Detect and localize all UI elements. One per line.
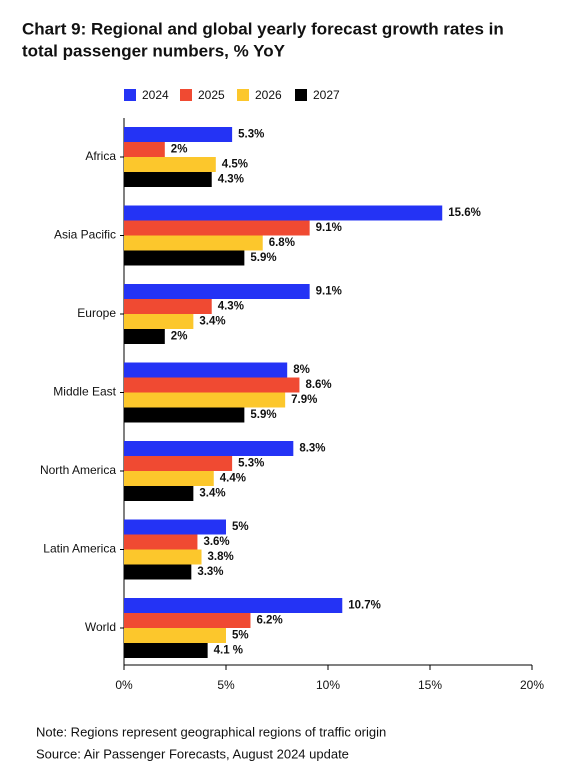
chart-title-line-2: total passenger numbers, % YoY: [22, 41, 286, 60]
bar: [124, 456, 233, 471]
value-label: 5.3%: [238, 129, 264, 141]
y-tick-label: Latin America: [43, 542, 116, 556]
x-tick-label: 0%: [115, 678, 133, 692]
legend-swatch: [180, 89, 192, 101]
bar: [124, 628, 226, 643]
legend-label: 2027: [313, 88, 340, 102]
value-label: 4.3%: [218, 174, 244, 186]
y-tick-label: Europe: [77, 306, 116, 320]
legend-swatch: [237, 89, 249, 101]
chart-title-line-1: Chart 9: Regional and global yearly fore…: [22, 19, 504, 38]
legend-swatch: [124, 89, 136, 101]
bar: [124, 643, 208, 658]
x-tick-label: 10%: [316, 678, 340, 692]
bar: [124, 534, 198, 550]
value-label: 15.6%: [448, 207, 481, 219]
value-label: 6.8%: [269, 237, 295, 249]
bar: [124, 471, 214, 486]
value-label: 5.9%: [250, 252, 276, 264]
value-label: 3.4%: [199, 316, 225, 328]
y-tick-label: Asia Pacific: [54, 228, 116, 242]
y-tick-label: Africa: [85, 149, 116, 163]
legend-label: 2026: [255, 88, 282, 102]
value-label: 2%: [171, 144, 188, 156]
value-label: 3.6%: [203, 536, 229, 548]
source: Source: Air Passenger Forecasts, August …: [36, 746, 349, 761]
bar: [124, 235, 263, 251]
y-tick-label: North America: [40, 463, 116, 477]
bar: [124, 142, 165, 157]
bar: [124, 598, 343, 613]
legend-label: 2025: [198, 88, 225, 102]
bar: [124, 407, 245, 423]
value-label: 5.9%: [250, 409, 276, 421]
bar: [124, 220, 310, 236]
bar: [124, 205, 443, 221]
y-tick-label: World: [85, 620, 116, 634]
legend-label: 2024: [142, 88, 169, 102]
bar: [124, 172, 212, 187]
bar: [124, 564, 192, 580]
bar: [124, 519, 226, 535]
legend-swatch: [295, 89, 307, 101]
bar: [124, 441, 294, 456]
value-label: 4.4%: [220, 473, 246, 485]
bar: [124, 299, 212, 314]
bar: [124, 250, 245, 266]
value-label: 3.8%: [208, 551, 234, 563]
value-label: 5%: [232, 521, 249, 533]
note: Note: Regions represent geographical reg…: [36, 724, 386, 739]
value-label: 8%: [293, 364, 310, 376]
bar: [124, 613, 251, 628]
x-tick-label: 15%: [418, 678, 442, 692]
bar: [124, 314, 194, 329]
value-label: 8.6%: [305, 379, 331, 391]
bar: [124, 549, 202, 565]
value-label: 8.3%: [299, 443, 325, 455]
bar: [124, 362, 288, 378]
x-tick-label: 5%: [217, 678, 235, 692]
value-label: 4.5%: [222, 159, 248, 171]
value-label: 5.3%: [238, 458, 264, 470]
value-label: 6.2%: [256, 615, 282, 627]
value-label: 5%: [232, 630, 249, 642]
value-label: 3.3%: [197, 566, 223, 578]
value-label: 9.1%: [316, 222, 342, 234]
bar: [124, 284, 310, 299]
value-label: 4.1 %: [214, 645, 243, 657]
bar: [124, 486, 194, 501]
value-label: 9.1%: [316, 286, 342, 298]
value-label: 3.4%: [199, 488, 225, 500]
bar: [124, 377, 300, 393]
bar: [124, 157, 216, 172]
value-label: 2%: [171, 331, 188, 343]
value-label: 4.3%: [218, 301, 244, 313]
y-tick-label: Middle East: [53, 385, 116, 399]
bar: [124, 392, 286, 408]
value-label: 10.7%: [348, 600, 381, 612]
bar: [124, 127, 233, 142]
bar: [124, 329, 165, 344]
x-tick-label: 20%: [520, 678, 544, 692]
value-label: 7.9%: [291, 394, 317, 406]
